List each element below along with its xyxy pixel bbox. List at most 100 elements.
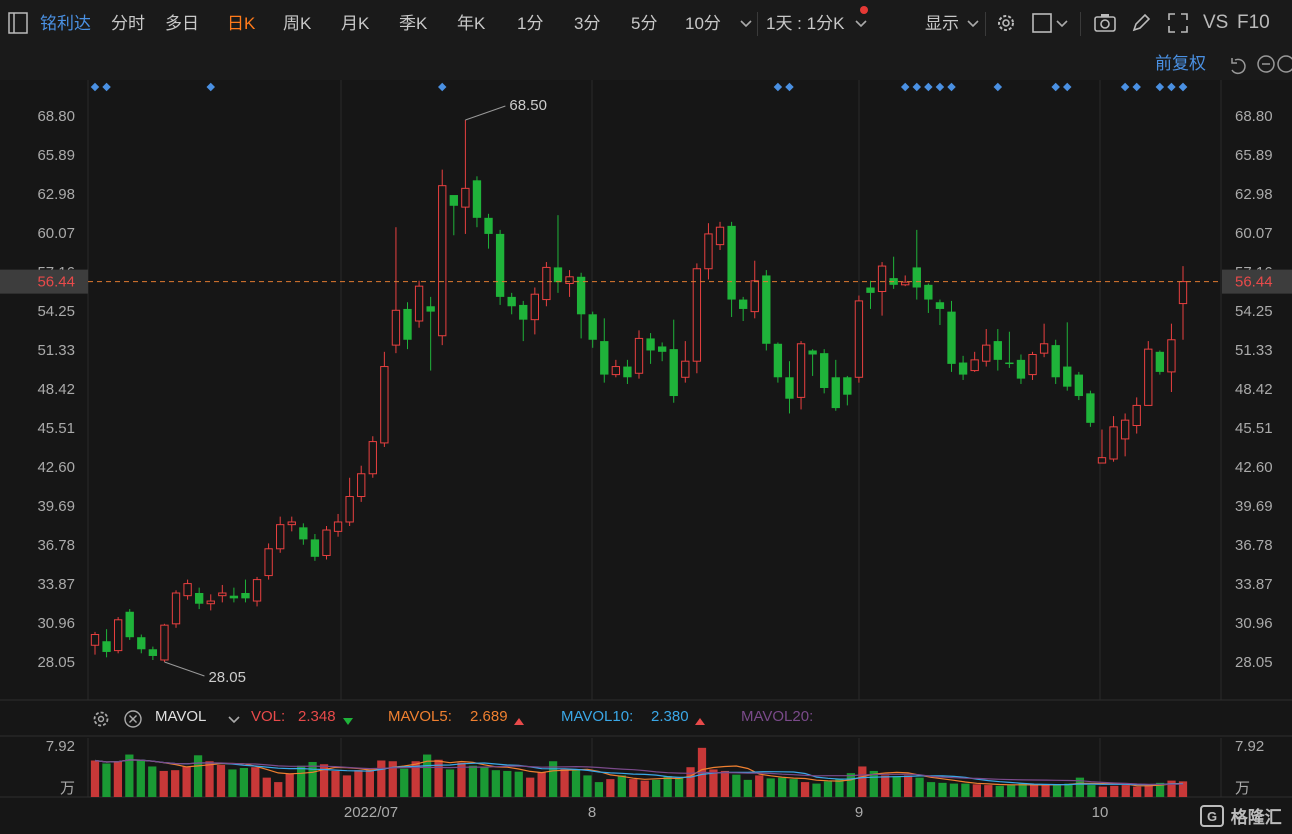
chart-header-bar xyxy=(0,48,1292,80)
volume-bar xyxy=(984,785,993,797)
volume-bar xyxy=(182,766,191,797)
volume-bar xyxy=(125,754,134,797)
gear-icon[interactable] xyxy=(91,709,111,733)
tab-intraday[interactable]: 分时 xyxy=(111,14,145,33)
stock-name[interactable]: 铭利达 xyxy=(40,14,91,33)
watermark-logo-icon: G xyxy=(1200,805,1224,827)
gear-icon[interactable] xyxy=(995,12,1017,39)
vol-label: VOL: xyxy=(251,708,286,725)
volume-bar xyxy=(491,770,500,797)
volume-bar xyxy=(1041,785,1050,797)
volume-bar xyxy=(915,777,924,797)
price-tick-label-right: 60.07 xyxy=(1235,225,1273,242)
chevron-down-icon[interactable] xyxy=(855,16,867,34)
candle-body-up xyxy=(982,344,991,362)
layout-icon[interactable] xyxy=(1032,12,1052,39)
f10-button[interactable]: F10 xyxy=(1237,12,1270,33)
tab-yearly-k[interactable]: 年K xyxy=(457,14,486,33)
candle-body-down xyxy=(519,304,528,320)
camera-icon[interactable] xyxy=(1093,12,1117,39)
candle-body-up xyxy=(461,187,470,208)
volume-bar xyxy=(503,770,512,797)
mavol10-label: MAVOL10: xyxy=(561,708,634,725)
candle-body-down xyxy=(310,539,320,557)
volume-bar xyxy=(1064,783,1073,797)
volume-bar xyxy=(835,779,844,797)
candle-body-up xyxy=(530,293,539,321)
volume-bar xyxy=(972,784,981,797)
volume-bar xyxy=(778,777,787,797)
sidebar-toggle-icon[interactable] xyxy=(8,12,28,39)
volume-bar xyxy=(617,775,626,797)
fullscreen-icon[interactable] xyxy=(1167,12,1189,39)
price-tick-label-right: 62.98 xyxy=(1235,186,1273,203)
volume-bar xyxy=(1178,781,1188,797)
candle-body-down xyxy=(600,341,609,375)
chevron-down-icon[interactable] xyxy=(740,16,752,34)
candle-body-down xyxy=(912,267,921,288)
volume-bar xyxy=(583,775,592,797)
chevron-down-icon[interactable] xyxy=(1056,16,1068,34)
close-icon[interactable] xyxy=(123,709,143,733)
tab-5min[interactable]: 5分 xyxy=(631,14,658,33)
mavol20-label: MAVOL20: xyxy=(741,708,814,725)
price-tick-label-left: 39.69 xyxy=(37,498,75,515)
tab-multi-day[interactable]: 多日 xyxy=(165,14,199,33)
kline-chart[interactable]: 68.80 68.80 65.89 65.89 62.98 62.98 60.07 60.07… xyxy=(0,48,1292,834)
current-price-right: 56.44 xyxy=(1235,274,1273,291)
candle-body-up xyxy=(333,521,343,532)
volume-bar xyxy=(102,763,111,797)
vs-button[interactable]: VS xyxy=(1203,12,1229,33)
arrow-up-icon xyxy=(695,713,705,730)
volume-bar xyxy=(342,775,352,797)
pencil-icon[interactable] xyxy=(1130,12,1152,39)
divider xyxy=(985,12,986,36)
candle-body-down xyxy=(773,343,783,378)
tab-quarterly-k[interactable]: 季K xyxy=(399,14,428,33)
tab-daily-k[interactable]: 日K xyxy=(227,14,256,33)
price-tick-label-right: 51.33 xyxy=(1235,342,1273,359)
multi-period-select[interactable]: 1天 : 1分K xyxy=(766,14,845,33)
candle-body-up xyxy=(287,521,296,526)
candle-body-down xyxy=(623,366,632,378)
display-menu[interactable]: 显示 xyxy=(925,14,959,33)
candle-body-down xyxy=(866,287,875,293)
volume-bar xyxy=(1052,785,1062,797)
tab-weekly-k[interactable]: 周K xyxy=(283,14,312,33)
price-tick-label-right: 54.25 xyxy=(1235,303,1273,320)
volume-bar xyxy=(193,755,203,797)
volume-bar xyxy=(526,777,535,797)
candle-body-down xyxy=(229,595,239,599)
volume-bar xyxy=(297,765,306,797)
price-tick-label-left: 48.42 xyxy=(37,381,75,398)
volume-bar xyxy=(205,761,214,797)
candle-body-up xyxy=(183,583,192,597)
tab-monthly-k[interactable]: 月K xyxy=(341,14,370,33)
indicator-name[interactable]: MAVOL xyxy=(155,708,207,725)
candle-body-down xyxy=(1051,345,1060,378)
volume-bar xyxy=(789,779,798,797)
candle-body-up xyxy=(113,619,123,652)
price-tick-label-right: 48.42 xyxy=(1235,381,1273,398)
tab-10min[interactable]: 10分 xyxy=(685,14,721,33)
price-tick-label-left: 54.25 xyxy=(37,303,75,320)
volume-bar xyxy=(560,768,569,797)
volume-bar xyxy=(1018,783,1027,797)
chevron-down-icon[interactable] xyxy=(967,16,979,34)
tab-3min[interactable]: 3分 xyxy=(574,14,601,33)
chevron-down-icon[interactable] xyxy=(228,712,240,729)
candle-body-up xyxy=(206,600,215,605)
volume-bar xyxy=(881,775,890,797)
price-tick-label-right: 28.05 xyxy=(1235,654,1273,671)
price-tick-label-left: 42.60 xyxy=(37,459,75,476)
candle-body-down xyxy=(808,350,817,355)
current-price-tag-left xyxy=(0,269,88,294)
price-tick-label-right: 39.69 xyxy=(1235,498,1273,515)
price-tick-label-right: 68.80 xyxy=(1235,108,1273,125)
tab-1min[interactable]: 1分 xyxy=(517,14,544,33)
candle-body-down xyxy=(241,592,250,599)
volume-unit-right: 万 xyxy=(1235,780,1250,797)
volume-bar xyxy=(1087,785,1096,797)
price-tick-label-right: 65.89 xyxy=(1235,147,1273,164)
volume-bar xyxy=(457,762,466,797)
